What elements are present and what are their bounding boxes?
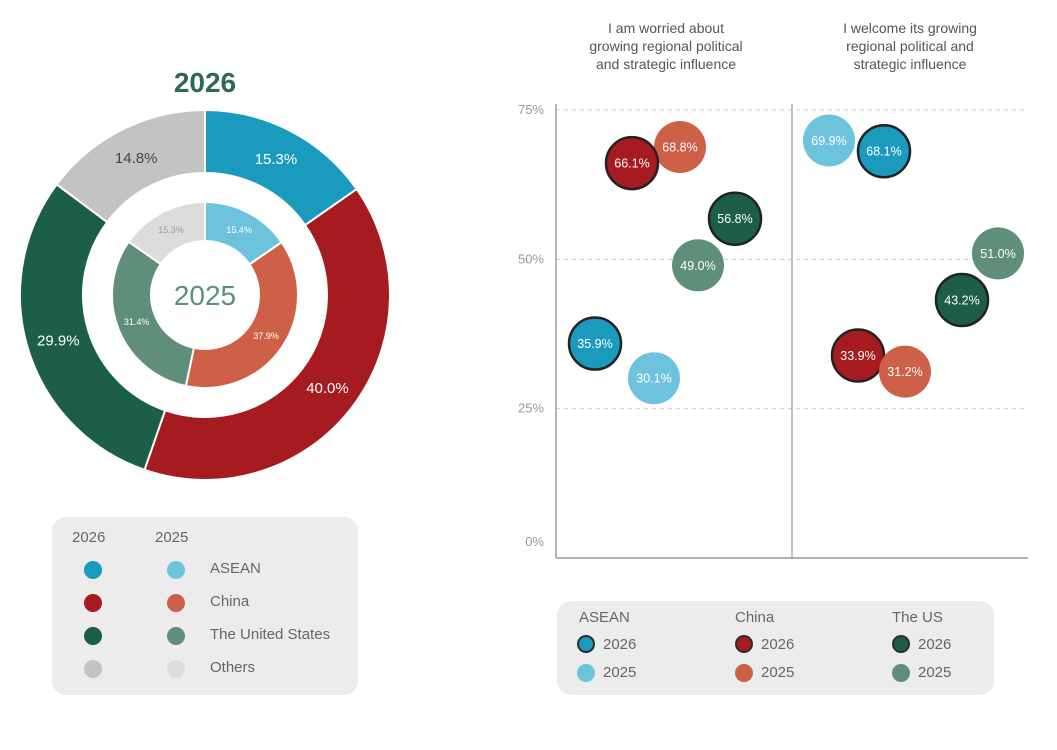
point-label-china-2025-panel-1: 31.2% [887, 365, 922, 379]
legend-swatch-china-2026 [84, 594, 102, 612]
legend-label-others: Others [210, 659, 256, 676]
panel-title-0: I am worried about growing regional polit… [589, 20, 742, 72]
legend-year-china-2026: 2026 [761, 636, 795, 653]
donut-slice-us-2025 [111, 240, 196, 388]
point-us-2025-panel-1 [972, 227, 1024, 280]
scatter-chart: 0% 25% 50% 75% I am worried about growing reg… [518, 20, 1028, 559]
donut-label-us-2026: 29.9% [37, 332, 80, 349]
legend-year-asean-2026: 2026 [603, 636, 637, 653]
legend-swatch-china-2026 [735, 635, 753, 653]
legend-swatch-us-2025 [167, 627, 185, 645]
donut-label-china-2026: 40.0% [306, 380, 349, 397]
point-asean-2025-panel-0 [628, 352, 680, 405]
donut-slice-china-2026 [143, 187, 391, 481]
point-label-asean-2026-panel-1: 68.1% [866, 145, 901, 159]
legend-swatch-asean-2025 [167, 561, 185, 579]
point-label-china-2025-panel-0: 68.8% [662, 141, 697, 155]
point-label-us-2025-panel-1: 51.0% [980, 247, 1015, 261]
panel-title-1: I welcome its growing regional political … [843, 20, 977, 72]
legend-header-2026: 2026 [72, 529, 106, 546]
legend-label-china: China [210, 593, 250, 610]
legend-swatch-us-2026 [84, 627, 102, 645]
point-asean-2026-panel-1 [856, 123, 912, 179]
donut-outer-title: 2026 [174, 67, 236, 98]
legend-swatch-asean-2026 [84, 561, 102, 579]
legend-group-us: The US [892, 609, 943, 626]
donut-label-others-2025: 15.3% [158, 225, 184, 235]
donut-legend: 2026 2025 ASEAN China The United States … [52, 517, 358, 695]
point-us-2026-panel-1 [934, 272, 990, 328]
donut-label-us-2025: 31.4% [124, 317, 150, 327]
legend-label-asean: ASEAN [210, 560, 261, 577]
legend-swatch-us-2026 [892, 635, 910, 653]
legend-group-asean: ASEAN [579, 609, 630, 626]
y-tick-label-25: 25% [518, 401, 544, 416]
legend-swatch-others-2026 [84, 660, 102, 678]
point-label-asean-2025-panel-0: 30.1% [636, 372, 671, 386]
legend-swatch-china-2025 [167, 594, 185, 612]
point-us-2026-panel-0 [707, 191, 763, 246]
y-tick-label-75: 75% [518, 102, 544, 117]
donut-slice-others-2026 [55, 108, 206, 224]
point-label-us-2026-panel-0: 56.8% [717, 212, 752, 226]
y-tick-label-50: 50% [518, 251, 544, 266]
legend-swatch-us-2025 [892, 664, 910, 682]
legend-year-us-2026: 2026 [918, 636, 952, 653]
donut-label-asean-2026: 15.3% [255, 151, 298, 168]
point-china-2025-panel-1 [879, 345, 931, 398]
point-label-asean-2025-panel-1: 69.9% [811, 134, 846, 148]
point-china-2026-panel-0 [604, 135, 660, 191]
legend-group-china: China [735, 609, 775, 626]
legend-swatch-asean-2025 [577, 664, 595, 682]
point-label-china-2026-panel-0: 66.1% [614, 157, 649, 171]
donut-label-asean-2025: 15.4% [226, 225, 252, 235]
point-label-china-2026-panel-1: 33.9% [840, 349, 875, 363]
donut-slice-us-2026 [19, 182, 167, 472]
legend-header-2025: 2025 [155, 529, 189, 546]
point-label-us-2025-panel-0: 49.0% [680, 259, 715, 273]
donut-slice-others-2025 [127, 200, 206, 266]
donut-chart: 15.3% 40.0% 29.9% 14.8% 15.4% 37.9% 31.4% 15.3%… [19, 67, 391, 481]
point-asean-2025-panel-1 [803, 114, 855, 167]
point-us-2025-panel-0 [672, 239, 724, 292]
point-asean-2026-panel-0 [567, 316, 623, 371]
point-china-2026-panel-1 [830, 328, 886, 383]
legend-swatch-china-2025 [735, 664, 753, 682]
point-label-asean-2026-panel-0: 35.9% [577, 337, 612, 351]
legend-year-china-2025: 2025 [761, 664, 795, 681]
point-label-us-2026-panel-1: 43.2% [944, 293, 979, 307]
donut-slice-china-2025 [184, 240, 299, 389]
legend-swatch-others-2025 [167, 660, 185, 678]
point-china-2025-panel-0 [654, 121, 706, 174]
donut-label-china-2025: 37.9% [253, 331, 279, 341]
legend-year-us-2025: 2025 [918, 664, 952, 681]
scatter-legend: ASEAN 2026 2025 China 2026 2025 The US 2… [557, 601, 994, 695]
donut-inner-title: 2025 [174, 280, 236, 311]
legend-year-asean-2025: 2025 [603, 664, 637, 681]
donut-label-others-2026: 14.8% [115, 150, 158, 167]
y-tick-label-0: 0% [525, 534, 544, 549]
legend-swatch-asean-2026 [577, 635, 595, 653]
legend-label-us: The United States [210, 626, 331, 643]
